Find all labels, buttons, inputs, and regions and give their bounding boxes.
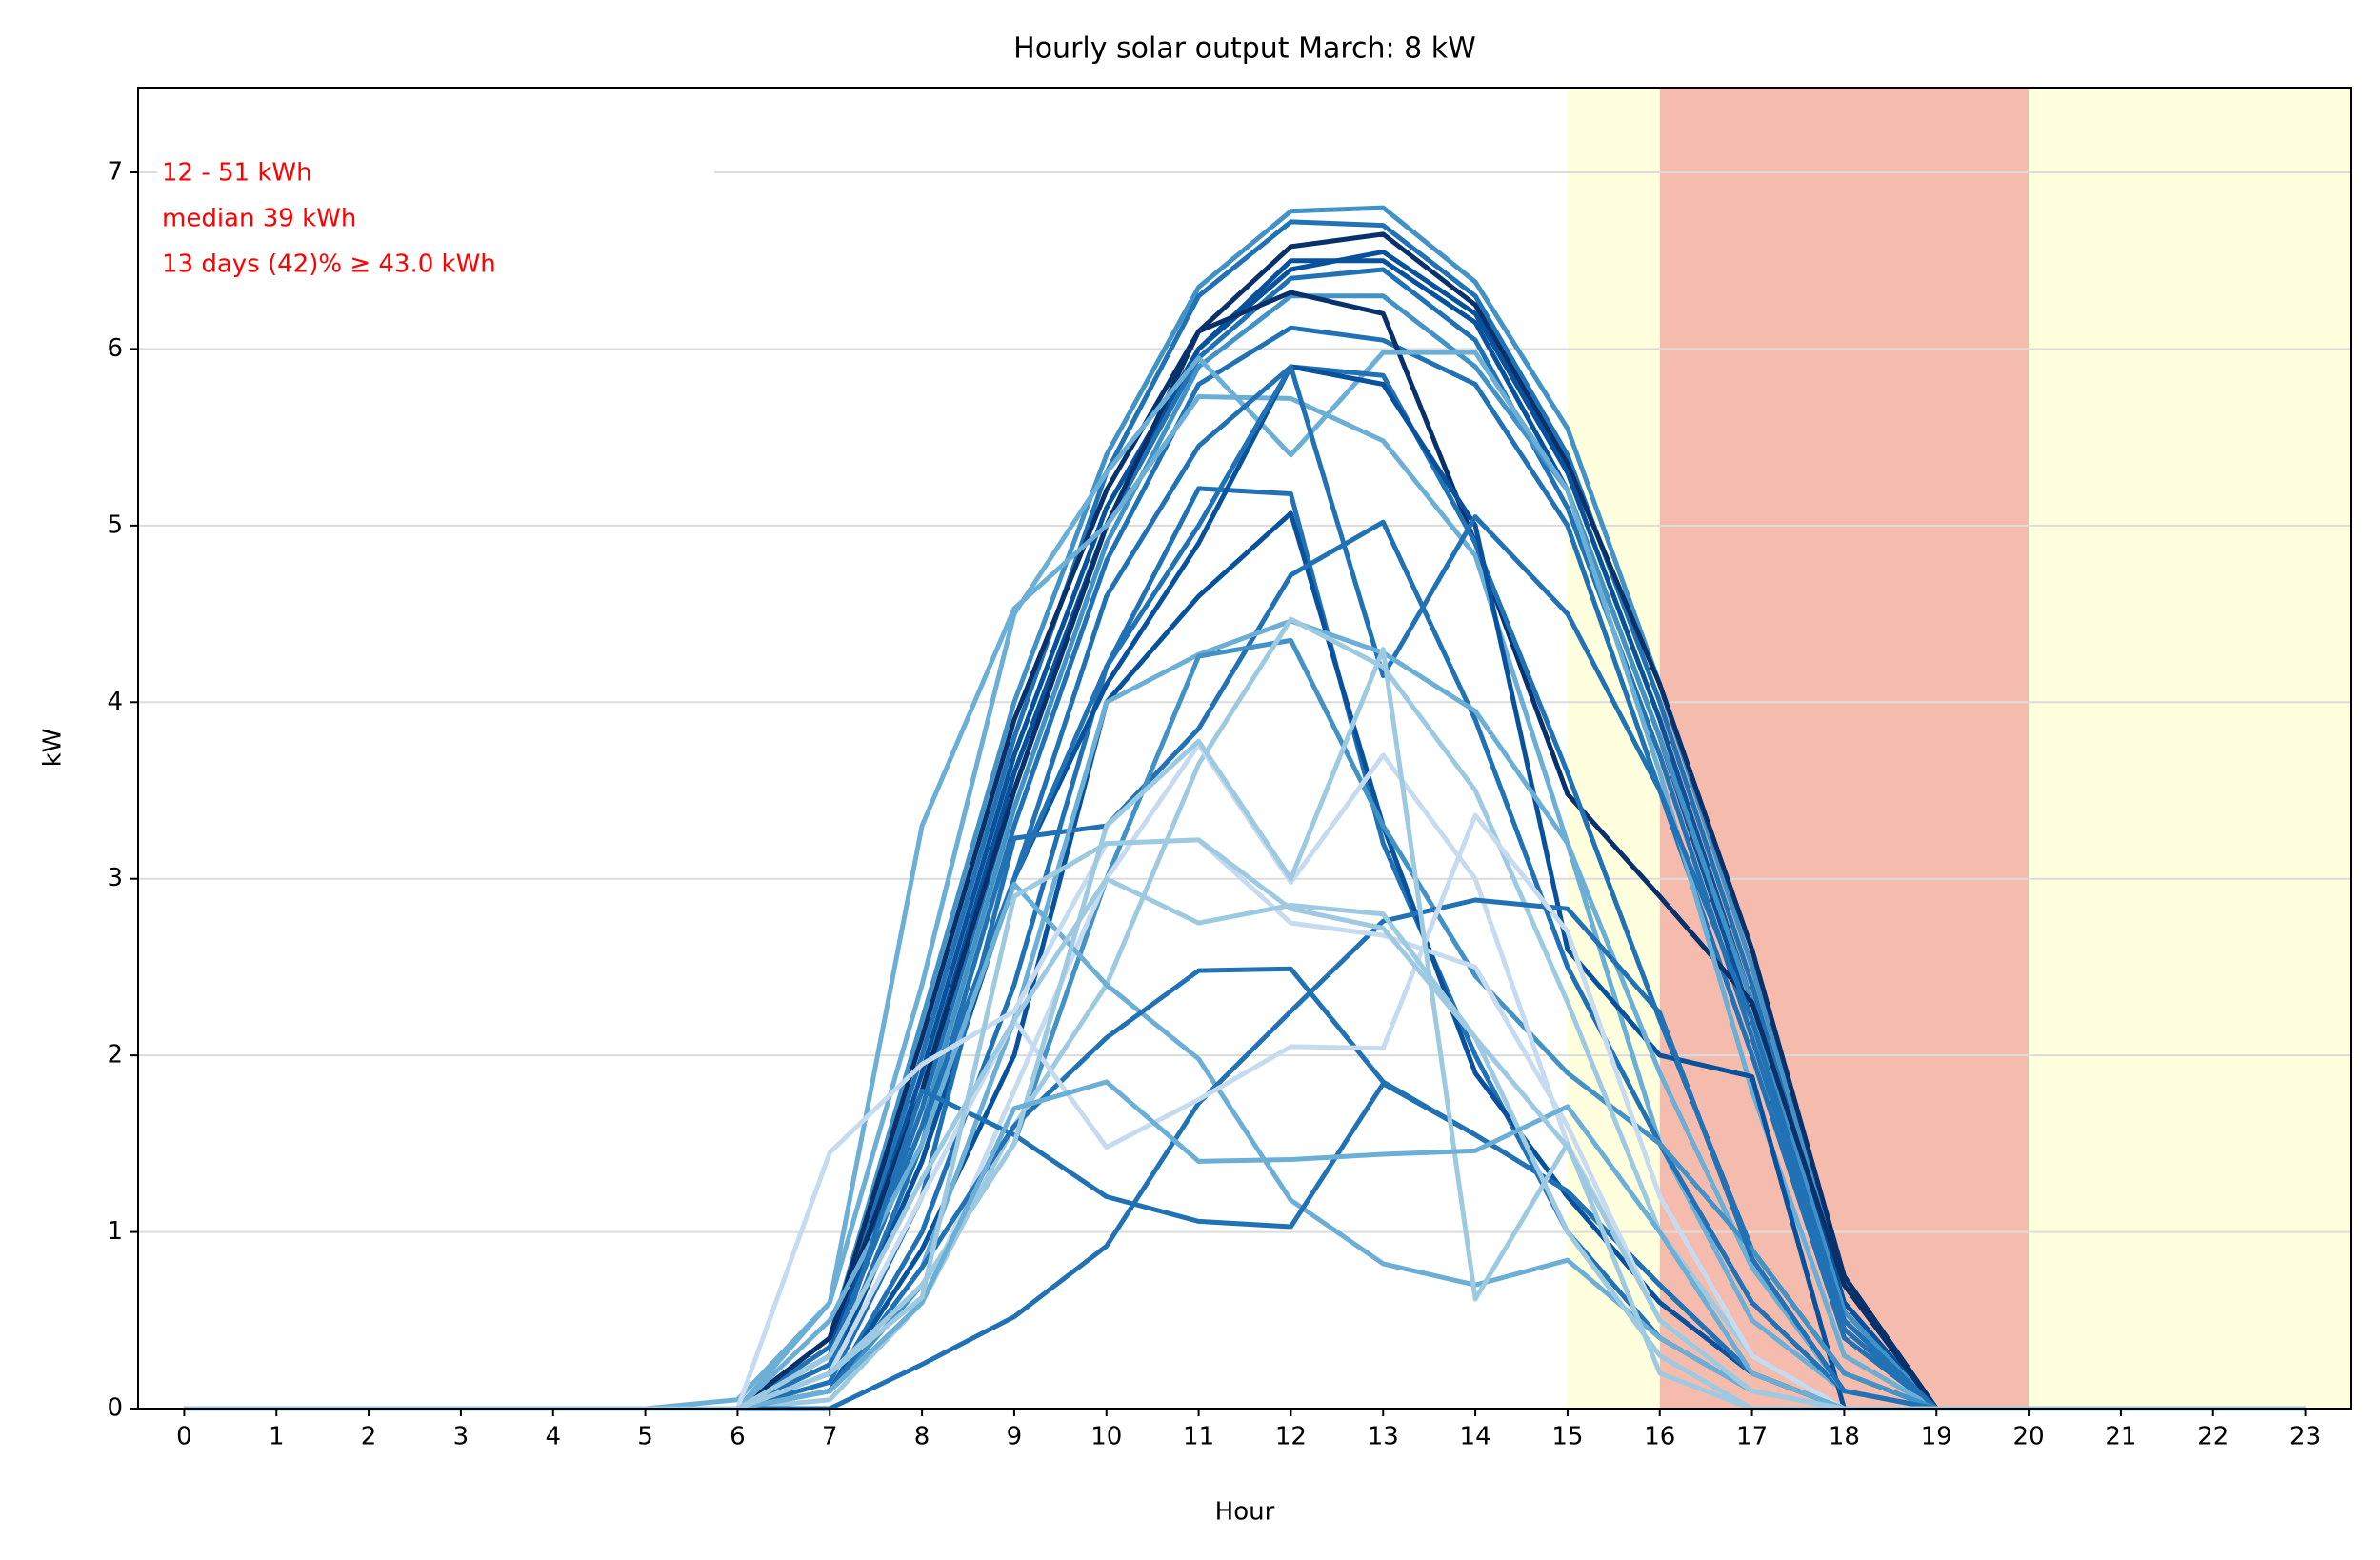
x-tick-label: 0 xyxy=(176,1423,192,1451)
annotation: 12 - 51 kWh xyxy=(162,159,312,188)
annotations: 12 - 51 kWh median 39 kWh 13 days (42)% ≥ … xyxy=(157,152,714,290)
x-tick-label: 3 xyxy=(453,1423,470,1451)
x-tick-label: 12 xyxy=(1275,1423,1307,1451)
x-tick-label: 21 xyxy=(2105,1423,2136,1451)
x-tick-label: 9 xyxy=(1007,1423,1023,1451)
x-tick-label: 8 xyxy=(914,1423,930,1451)
spans xyxy=(1567,88,2351,1409)
x-tick-label: 4 xyxy=(545,1423,561,1451)
x-tick-label: 22 xyxy=(2197,1423,2229,1451)
x-tick-label: 6 xyxy=(730,1423,746,1451)
x-tick-label: 2 xyxy=(361,1423,377,1451)
x-tick-label: 20 xyxy=(2013,1423,2045,1451)
x-axis-label: Hour xyxy=(1215,1498,1275,1527)
y-tick-label: 6 xyxy=(107,334,123,363)
annotation: median 39 kWh xyxy=(162,205,356,233)
shaded-span xyxy=(2029,88,2351,1409)
plot-frame xyxy=(137,87,2352,1410)
x-tick-label: 5 xyxy=(637,1423,653,1451)
x-tick-label: 14 xyxy=(1460,1423,1491,1451)
x-tick-label: 17 xyxy=(1736,1423,1768,1451)
x-tick-label: 11 xyxy=(1183,1423,1214,1451)
x-tick-label: 1 xyxy=(269,1423,285,1451)
y-tick-label: 3 xyxy=(107,864,123,892)
chart-title: Hourly solar output March: 8 kW xyxy=(1013,32,1476,66)
shaded-span xyxy=(1659,88,2030,1409)
x-tick-label: 15 xyxy=(1551,1423,1583,1451)
y-tick-label: 1 xyxy=(107,1217,123,1246)
x-tick-label: 19 xyxy=(1921,1423,1952,1451)
x-tick-label: 23 xyxy=(2290,1423,2321,1451)
x-tick-label: 13 xyxy=(1368,1423,1399,1451)
annotation-box xyxy=(157,152,714,290)
y-axis-label: kW xyxy=(39,729,68,768)
x-tick-label: 10 xyxy=(1090,1423,1122,1451)
x-tick-label: 7 xyxy=(822,1423,838,1451)
y-tick-label: 0 xyxy=(107,1394,123,1423)
y-tick-label: 7 xyxy=(107,158,123,187)
annotation: 13 days (42)% ≥ 43.0 kWh xyxy=(162,250,496,279)
y-tick-label: 4 xyxy=(107,688,123,716)
y-tick-label: 5 xyxy=(107,510,123,539)
x-tick-label: 18 xyxy=(1829,1423,1860,1451)
y-tick-label: 2 xyxy=(107,1041,123,1070)
x-tick-label: 16 xyxy=(1644,1423,1675,1451)
